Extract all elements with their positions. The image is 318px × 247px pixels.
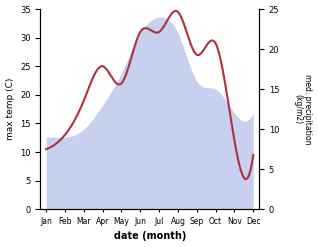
Y-axis label: med. precipitation
(kg/m2): med. precipitation (kg/m2)	[293, 74, 313, 144]
Y-axis label: max temp (C): max temp (C)	[5, 78, 15, 140]
X-axis label: date (month): date (month)	[114, 231, 186, 242]
